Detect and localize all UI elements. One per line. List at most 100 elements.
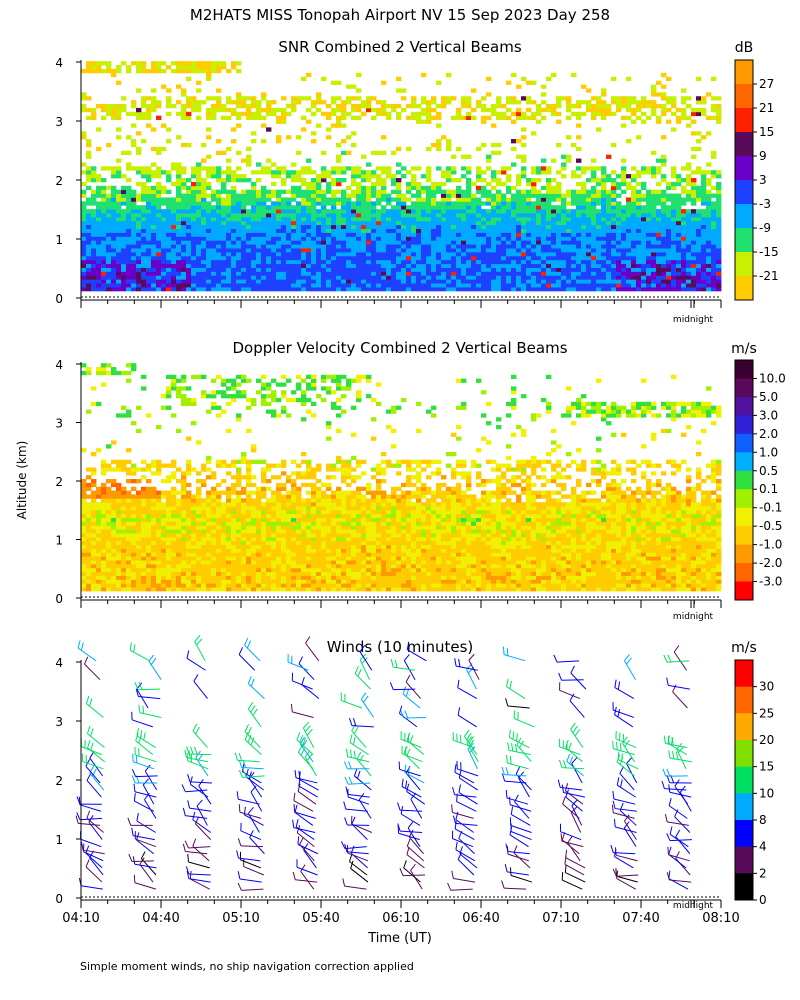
snr-cell: [421, 287, 427, 292]
snr-cell: [91, 275, 97, 280]
snr-cell: [381, 248, 387, 253]
snr-cell: [436, 80, 442, 85]
snr-cell: [161, 259, 167, 265]
snr-cell: [621, 170, 627, 175]
snr-cell: [656, 251, 662, 257]
snr-cell: [326, 170, 332, 175]
snr-cell: [326, 267, 332, 272]
snr-cell: [461, 244, 467, 249]
snr-cell: [201, 232, 207, 237]
snr-cell: [676, 271, 682, 276]
colorbar-label: 3: [759, 173, 767, 187]
snr-cell: [466, 96, 472, 101]
snr-cell: [381, 135, 387, 140]
snr-cell: [341, 232, 347, 237]
snr-cell: [166, 104, 172, 109]
snr-cell: [431, 275, 437, 280]
snr-cell: [686, 287, 692, 292]
snr-cell: [526, 255, 532, 261]
snr-cell: [526, 193, 532, 198]
snr-cell: [141, 228, 147, 233]
snr-cell: [86, 142, 92, 148]
snr-cell: [696, 139, 702, 144]
doppler-cell: [141, 498, 147, 503]
snr-cell: [651, 275, 657, 280]
snr-cell: [546, 263, 552, 268]
snr-cell: [156, 216, 162, 222]
snr-cell: [186, 96, 192, 101]
doppler-cell: [101, 525, 107, 530]
snr-cell: [606, 189, 612, 194]
snr-cell: [301, 228, 307, 233]
snr-cell: [616, 275, 622, 280]
snr-cell: [221, 197, 227, 202]
snr-cell: [321, 287, 327, 292]
doppler-cell: [126, 583, 132, 588]
snr-cell: [676, 107, 682, 113]
snr-cell: [646, 224, 652, 230]
snr-cell: [316, 228, 322, 233]
snr-cell: [606, 205, 612, 210]
snr-cell: [631, 275, 637, 280]
snr-cell: [586, 216, 592, 222]
snr-cell: [231, 185, 237, 191]
snr-cell: [191, 236, 197, 241]
snr-cell: [276, 213, 282, 218]
snr-cell: [371, 228, 377, 233]
snr-cell: [266, 228, 272, 233]
snr-cell: [211, 267, 217, 272]
snr-cell: [691, 220, 697, 226]
snr-cell: [316, 107, 322, 113]
snr-cell: [411, 240, 417, 245]
doppler-cell: [126, 459, 132, 464]
snr-cell: [456, 259, 462, 265]
snr-cell: [661, 240, 667, 245]
snr-cell: [616, 209, 622, 214]
snr-cell: [416, 240, 422, 245]
snr-cell: [326, 104, 332, 109]
snr-cell: [191, 279, 197, 284]
snr-cell: [301, 193, 307, 198]
snr-cell: [621, 244, 627, 249]
doppler-cell: [111, 490, 117, 495]
snr-cell: [571, 104, 577, 109]
snr-cell: [116, 279, 122, 284]
snr-cell: [331, 216, 337, 222]
snr-cell: [521, 283, 527, 288]
snr-cell: [561, 224, 567, 230]
snr-cell: [306, 205, 312, 210]
snr-cell: [226, 96, 232, 101]
snr-cell: [716, 185, 722, 191]
snr-cell: [526, 220, 532, 226]
doppler-cell: [111, 552, 117, 557]
snr-cell: [461, 100, 467, 105]
snr-cell: [246, 107, 252, 113]
snr-cell: [511, 236, 517, 241]
snr-cell: [176, 170, 182, 175]
snr-cell: [351, 251, 357, 257]
snr-cell: [296, 150, 302, 156]
snr-cell: [426, 240, 432, 245]
snr-cell: [426, 104, 432, 109]
snr-cell: [516, 100, 522, 105]
snr-cell: [156, 244, 162, 249]
snr-cell: [276, 189, 282, 194]
snr-cell: [286, 189, 292, 194]
snr-cell: [106, 142, 112, 148]
snr-cell: [696, 263, 702, 268]
snr-cell: [631, 283, 637, 288]
snr-cell: [206, 72, 212, 78]
snr-cell: [351, 189, 357, 194]
snr-cell: [156, 213, 162, 218]
snr-cell: [476, 213, 482, 218]
snr-cell: [101, 240, 107, 245]
snr-cell: [681, 255, 687, 261]
snr-cell: [151, 185, 157, 191]
snr-cell: [486, 255, 492, 261]
snr-cell: [631, 111, 637, 117]
snr-cell: [376, 267, 382, 272]
snr-cell: [541, 275, 547, 280]
doppler-cell: [136, 428, 142, 434]
snr-cell: [666, 251, 672, 257]
snr-cell: [626, 283, 632, 288]
